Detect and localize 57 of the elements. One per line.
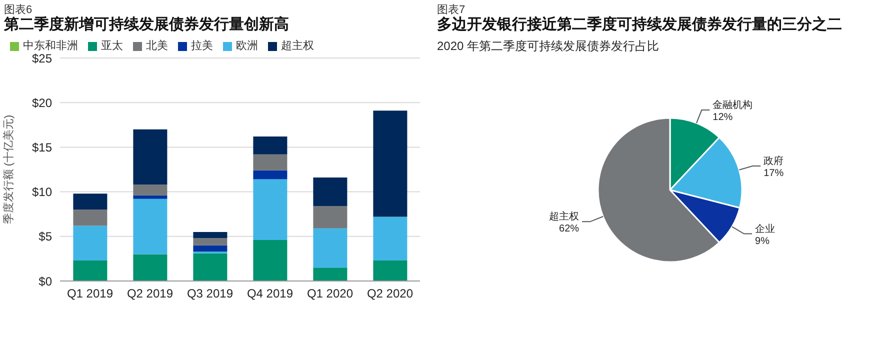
legend-label: 超主权 <box>281 40 314 52</box>
y-tick-label: $15 <box>32 140 52 154</box>
bar <box>313 206 348 228</box>
bar <box>133 129 168 185</box>
x-tick-label: Q1 2020 <box>306 286 354 301</box>
bar <box>373 260 408 281</box>
slice-label: 超主权 <box>549 210 580 223</box>
y-tick-label: $20 <box>32 96 52 110</box>
slice-label: 政府 <box>764 155 784 168</box>
bar <box>193 245 228 252</box>
data-label: 17% <box>764 168 784 180</box>
bar <box>253 154 288 170</box>
legend-label: 拉美 <box>191 40 213 52</box>
legend-label: 中东和非洲 <box>23 40 78 52</box>
x-tick-label: Q1 2019 <box>66 286 114 301</box>
legend-label: 亚太 <box>101 40 123 52</box>
x-tick-label: Q3 2019 <box>186 286 234 301</box>
legend-label: 北美 <box>146 40 168 52</box>
y-tick-label: $10 <box>32 185 52 200</box>
x-tick-label: Q4 2019 <box>246 286 294 301</box>
y-tick-label: $0 <box>38 274 52 288</box>
bar <box>253 240 288 281</box>
bar <box>133 184 168 196</box>
text: 图表6 <box>4 3 32 16</box>
bar <box>313 228 348 268</box>
slice-label: 金融机构 <box>712 99 753 112</box>
bar <box>133 195 168 199</box>
bar <box>193 238 228 246</box>
data-label: 9% <box>755 236 770 247</box>
bar <box>373 110 408 217</box>
bar <box>313 268 348 281</box>
chart-subtitle: 2020 年第二季度可持续发展债券发行占比 <box>437 38 660 55</box>
bar <box>253 170 288 180</box>
data-label: 62% <box>559 224 580 235</box>
y-tick-label: $5 <box>38 230 52 244</box>
bar <box>193 253 228 281</box>
bar <box>73 210 108 226</box>
text: 图表7 <box>437 3 466 16</box>
slice-label: 企业 <box>755 222 776 235</box>
y-tick-label: $25 <box>32 51 52 66</box>
bar <box>193 232 228 238</box>
y-axis-title: 季度发行额 (十亿美元) <box>2 114 15 224</box>
bar <box>313 178 348 206</box>
bar <box>73 194 108 210</box>
x-tick-label: Q2 2019 <box>126 286 174 301</box>
bar <box>253 179 288 240</box>
x-tick-label: Q2 2020 <box>366 286 414 301</box>
chart-title: 第二季度新增可持续发展债券发行量创新高 <box>4 15 289 34</box>
bar <box>133 198 168 254</box>
bar <box>373 216 408 260</box>
bar <box>253 136 288 154</box>
chart-title: 多边开发银行接近第二季度可持续发展债券发行量的三分之二 <box>437 15 842 34</box>
bar <box>73 226 108 260</box>
bar <box>73 260 108 281</box>
legend-label: 欧洲 <box>236 40 258 52</box>
bar <box>133 254 168 281</box>
data-label: 12% <box>712 112 733 124</box>
